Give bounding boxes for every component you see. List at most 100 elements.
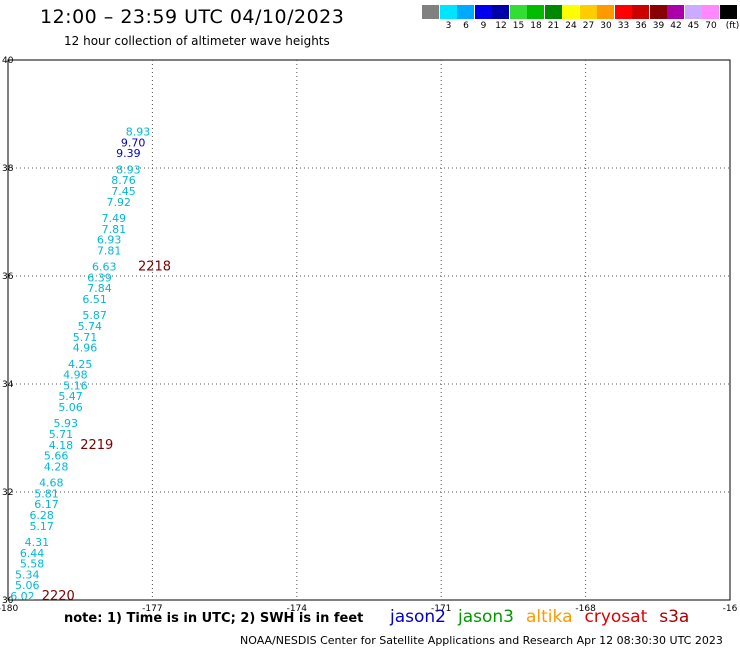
color-swatch <box>457 5 474 19</box>
satellite-label: cryosat <box>584 607 648 627</box>
wave-height-point: 5.66 <box>44 450 69 463</box>
wave-height-point: 6.63 <box>92 261 117 274</box>
wave-height-point: 5.06 <box>15 579 40 592</box>
wave-height-point: 5.93 <box>54 417 79 430</box>
color-swatch <box>562 5 579 19</box>
swatch-label: 39 <box>652 21 665 31</box>
wave-height-point: 4.96 <box>73 342 98 355</box>
satellite-label: altika <box>526 607 573 627</box>
pass-annotations: 2218 2219 2220 <box>42 260 171 604</box>
satellite-label: jason2 <box>390 607 446 627</box>
wave-height-point: 6.93 <box>97 234 122 247</box>
satellite-label: jason3 <box>458 607 514 627</box>
wave-height-point: 6.39 <box>87 271 112 284</box>
x-tick-label: -180 <box>0 604 18 614</box>
color-swatch <box>614 5 632 19</box>
credit-line: NOAA/NESDIS Center for Satellite Applica… <box>240 634 723 647</box>
swatch-label: 3 <box>445 21 452 31</box>
footer-note: note: 1) Time is in UTC; 2) SWH is in fe… <box>64 611 364 626</box>
wave-height-point: 5.17 <box>29 520 54 533</box>
wave-height-point: 4.98 <box>63 369 88 382</box>
color-swatch <box>544 5 562 19</box>
swatch-label: 30 <box>600 21 612 31</box>
swatch-label: 33 <box>617 21 630 31</box>
y-tick-label: 40 <box>2 56 14 66</box>
color-swatch <box>579 5 597 19</box>
y-tick-label: 30 <box>2 596 14 606</box>
wave-height-point: 6.28 <box>29 509 54 522</box>
wave-height-point: 4.25 <box>68 358 93 371</box>
x-tick-label: -177 <box>142 604 162 614</box>
swatch-label: 18 <box>530 21 542 31</box>
swatch-label: 24 <box>565 21 577 31</box>
satellite-legend: jason2 jason3 altika cryosat s3a <box>390 607 701 627</box>
swatch-label: 42 <box>670 21 682 31</box>
wave-height-point: 8.76 <box>111 174 136 187</box>
x-tick-label: -168 <box>575 604 596 614</box>
wave-height-point: 7.45 <box>111 185 136 198</box>
data-points: 6.025.065.345.586.444.315.176.286.175.81… <box>10 126 150 603</box>
swatch-label: 45 <box>687 21 700 31</box>
wave-height-point: 5.47 <box>58 390 83 403</box>
wave-height-point: 9.39 <box>116 147 141 160</box>
color-swatch <box>509 5 527 19</box>
wave-height-point: 5.71 <box>49 428 74 441</box>
wave-height-point: 5.81 <box>34 487 59 500</box>
y-tick-label: 38 <box>2 164 14 174</box>
x-tick-label: -16 <box>723 604 738 614</box>
wave-height-point: 4.31 <box>25 536 50 549</box>
wave-height-point: 9.70 <box>121 136 146 149</box>
color-swatch <box>649 5 667 19</box>
wave-height-point: 8.93 <box>126 126 151 139</box>
color-swatch <box>439 5 457 19</box>
swatch-label: 9 <box>480 21 487 31</box>
swatch-label: 27 <box>582 21 595 31</box>
swatch-label: 21 <box>547 21 560 31</box>
pass-time-label: 2218 <box>138 260 171 275</box>
swatch-label: 15 <box>512 21 525 31</box>
color-swatch <box>632 5 649 19</box>
wave-height-point: 5.58 <box>20 558 45 571</box>
wave-height-point: 6.44 <box>20 547 45 560</box>
color-swatch <box>422 5 439 19</box>
color-swatch <box>702 5 719 19</box>
wave-height-point: 5.74 <box>78 320 103 333</box>
wave-height-point: 7.84 <box>87 282 112 295</box>
y-tick-label: 34 <box>2 380 14 390</box>
wave-height-point: 5.87 <box>82 309 107 322</box>
chart-title: 12:00 – 23:59 UTC 04/10/2023 <box>40 6 345 28</box>
color-swatch <box>527 5 544 19</box>
satellite-label: s3a <box>659 607 690 627</box>
x-tick-label: -174 <box>287 604 308 614</box>
chart-subtitle: 12 hour collection of altimeter wave hei… <box>64 34 330 48</box>
wave-height-point: 5.16 <box>63 379 88 392</box>
wave-height-point: 5.71 <box>73 331 98 344</box>
wave-height-point: 7.49 <box>102 212 127 225</box>
plot-grid <box>7 59 731 601</box>
swatch-label: 12 <box>495 21 507 31</box>
wave-height-point: 7.92 <box>106 196 131 209</box>
plot-frame <box>7 59 731 601</box>
wave-height-point: 5.06 <box>58 401 83 414</box>
wave-height-point: 7.81 <box>97 244 122 257</box>
y-tick-label: 36 <box>2 272 14 282</box>
color-swatch <box>667 5 684 19</box>
y-tick-label: 32 <box>2 488 13 498</box>
axis-labels: -180 -177 -174 -171 -168 -16 30 32 34 36 38 40 <box>0 56 738 614</box>
wave-height-point: 4.18 <box>49 439 74 452</box>
swatch-label: 6 <box>463 21 469 31</box>
swatch-label: 36 <box>635 21 647 31</box>
swatch-label: 70 <box>705 21 717 31</box>
wave-height-point: 4.28 <box>44 460 69 473</box>
wave-height-point: 6.17 <box>34 498 59 511</box>
scale-unit-label: (ft) <box>725 21 740 31</box>
wave-height-point: 7.81 <box>102 223 127 236</box>
wave-height-point: 6.02 <box>10 590 35 603</box>
color-swatch <box>719 5 737 19</box>
color-swatch <box>474 5 492 19</box>
wave-height-point: 8.93 <box>116 163 141 176</box>
color-swatch <box>597 5 614 19</box>
pass-time-label: 2219 <box>80 438 113 453</box>
wave-height-point: 5.34 <box>15 568 40 581</box>
